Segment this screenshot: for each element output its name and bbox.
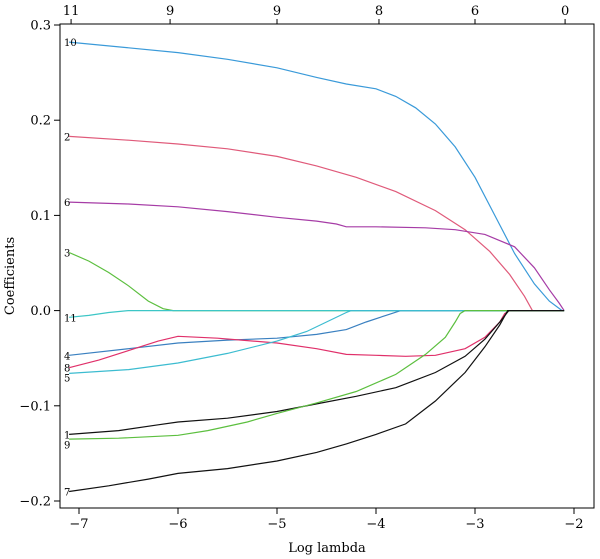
- y-tick-label: 0.3: [30, 19, 51, 34]
- series-labels: 10 2 6 3 11 4 85 19 7: [64, 38, 77, 498]
- series-line-1: [69, 310, 565, 435]
- top-tick-label: 9: [273, 4, 281, 19]
- series-line-11: [69, 310, 565, 318]
- series-line-3: [68, 251, 565, 312]
- x-tick-label: −7: [69, 517, 88, 532]
- top-tick-label: 11: [63, 4, 80, 19]
- series-label-5: 5: [64, 374, 70, 385]
- series-line-2: [69, 135, 533, 311]
- y-tick-label: 0.0: [30, 304, 51, 319]
- top-tick-label: 9: [166, 4, 174, 19]
- series-lines: [68, 41, 565, 493]
- series-line-6: [69, 201, 565, 311]
- series-line-9: [69, 310, 565, 440]
- series-label-4: 4: [64, 351, 70, 362]
- series-label-3: 3: [64, 249, 70, 260]
- x-axis-title: Log lambda: [288, 541, 366, 556]
- plot-frame: [59, 23, 595, 509]
- y-tick-label: −0.1: [19, 399, 51, 414]
- y-tick-label: 0.2: [30, 114, 51, 129]
- x-axis-top: 11 9 9 8 6 0: [63, 4, 569, 24]
- x-tick-label: −2: [564, 517, 583, 532]
- y-tick-label: 0.1: [30, 209, 51, 224]
- series-label-10: 10: [64, 38, 77, 49]
- x-tick-label: −6: [168, 517, 187, 532]
- y-axis-title: Coefficients: [3, 237, 18, 315]
- top-tick-label: 0: [561, 4, 569, 19]
- series-line-5: [69, 310, 565, 374]
- series-label-11: 11: [64, 313, 77, 324]
- series-label-8: 8: [64, 364, 70, 375]
- series-line-4: [69, 310, 565, 356]
- series-label-2: 2: [64, 132, 70, 143]
- series-label-7: 7: [64, 488, 70, 499]
- y-axis: −0.2 −0.1 0.0 0.1 0.2 0.3: [19, 19, 60, 510]
- plot-area-border: [59, 23, 595, 509]
- series-label-9: 9: [64, 440, 70, 451]
- x-tick-label: −3: [465, 517, 484, 532]
- x-tick-label: −5: [267, 517, 286, 532]
- top-tick-label: 8: [375, 4, 383, 19]
- series-line-7: [69, 310, 565, 493]
- series-line-10: [69, 41, 563, 312]
- series-label-6: 6: [64, 198, 70, 209]
- x-axis-bottom: −7 −6 −5 −4 −3 −2: [69, 508, 584, 532]
- series-label-1: 1: [64, 430, 70, 441]
- top-tick-label: 6: [471, 4, 479, 19]
- y-tick-label: −0.2: [19, 495, 51, 510]
- x-tick-label: −4: [366, 517, 385, 532]
